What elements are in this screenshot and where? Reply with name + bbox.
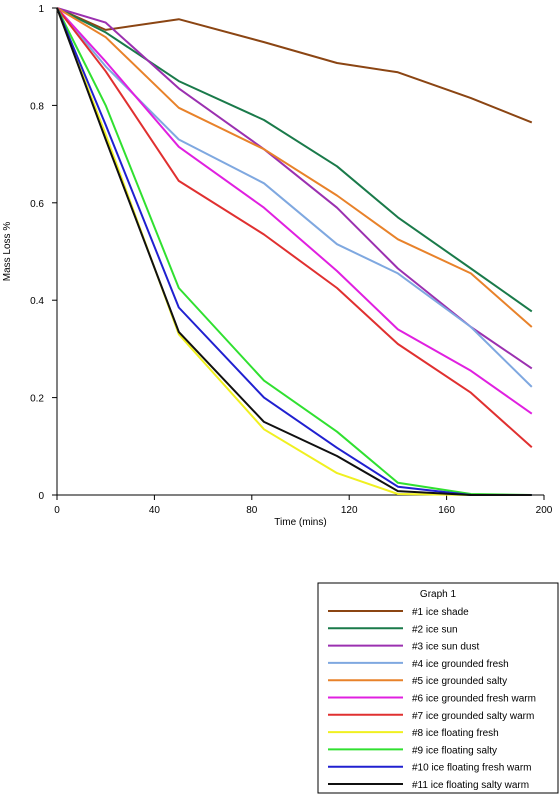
series-line-7 <box>56 7 533 449</box>
series-line-6 <box>56 7 533 415</box>
y-tick-label: 0.6 <box>30 199 44 210</box>
y-tick-label: 0.2 <box>30 394 44 405</box>
legend-items: #1 ice shade #2 ice sun #3 ice sun dust #4 … <box>328 607 536 791</box>
legend-label-10: #10 ice floating fresh warm <box>412 763 532 774</box>
series-line-1 <box>56 7 533 124</box>
y-tick-label: 0 <box>38 491 44 502</box>
series-line-4 <box>56 7 533 388</box>
y-axis-label: Mass Loss % <box>2 222 13 282</box>
series-line-11 <box>56 7 532 496</box>
series-line-3 <box>56 7 533 370</box>
x-tick-label: 40 <box>149 505 161 516</box>
legend-box <box>317 582 559 794</box>
legend-label-7: #7 ice grounded salty warm <box>412 711 534 722</box>
legend-title: Graph 1 <box>420 589 457 600</box>
legend-label-5: #5 ice grounded salty <box>412 676 507 687</box>
series-line-5 <box>56 7 533 328</box>
series-line-9 <box>56 7 532 496</box>
y-tick-label: 1 <box>38 4 44 15</box>
legend-label-1: #1 ice shade <box>412 607 469 618</box>
axes: 0 40 80 120 160 200 0 0.2 0.4 0.6 0.8 1 <box>30 4 553 516</box>
legend: Graph 1 #1 ice shade #2 ice sun #3 ice sun… <box>317 582 559 794</box>
series-lines <box>56 7 533 496</box>
legend-label-9: #9 ice floating salty <box>412 745 497 756</box>
y-tick-label: 0.4 <box>30 296 44 307</box>
series-line-2 <box>56 7 533 313</box>
legend-label-2: #2 ice sun <box>412 624 458 635</box>
x-tick-label: 200 <box>536 505 553 516</box>
series-line-8 <box>56 7 532 496</box>
y-tick-label: 0.8 <box>30 101 44 112</box>
x-axis-label: Time (mins) <box>274 517 326 528</box>
x-tick-label: 80 <box>246 505 258 516</box>
x-tick-label: 120 <box>341 505 358 516</box>
x-tick-label: 160 <box>438 505 455 516</box>
legend-label-4: #4 ice grounded fresh <box>412 659 509 670</box>
series-line-10 <box>56 7 532 496</box>
legend-label-11: #11 ice floating salty warm <box>412 780 529 791</box>
legend-label-6: #6 ice grounded fresh warm <box>412 694 536 705</box>
x-tick-label: 0 <box>54 505 60 516</box>
legend-label-8: #8 ice floating fresh <box>412 728 499 739</box>
legend-label-3: #3 ice sun dust <box>412 642 479 653</box>
